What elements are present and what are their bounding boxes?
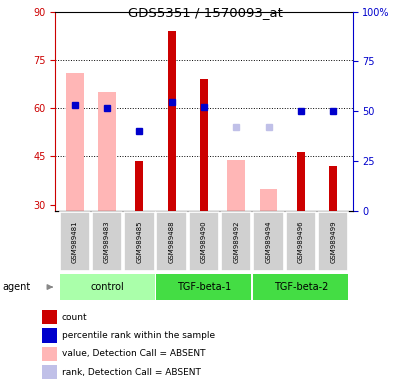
Text: GSM989499: GSM989499 xyxy=(329,220,335,263)
FancyBboxPatch shape xyxy=(156,274,251,300)
Text: GSM989490: GSM989490 xyxy=(200,220,207,263)
Text: GSM989496: GSM989496 xyxy=(297,220,303,263)
FancyBboxPatch shape xyxy=(317,212,348,271)
Bar xyxy=(328,166,337,211)
Text: agent: agent xyxy=(2,282,30,292)
Text: GSM989483: GSM989483 xyxy=(104,220,110,263)
Text: GSM989481: GSM989481 xyxy=(72,220,78,263)
Text: GSM989494: GSM989494 xyxy=(265,221,271,263)
Bar xyxy=(227,160,245,211)
Text: GSM989492: GSM989492 xyxy=(233,221,239,263)
Text: TGF-beta-1: TGF-beta-1 xyxy=(176,282,231,292)
Text: rank, Detection Call = ABSENT: rank, Detection Call = ABSENT xyxy=(62,368,200,377)
Text: GSM989485: GSM989485 xyxy=(136,221,142,263)
Bar xyxy=(259,189,277,211)
Text: TGF-beta-2: TGF-beta-2 xyxy=(273,282,327,292)
FancyBboxPatch shape xyxy=(253,212,283,271)
Bar xyxy=(42,310,57,324)
Bar xyxy=(135,161,143,211)
Bar xyxy=(42,347,57,361)
FancyBboxPatch shape xyxy=(253,274,348,300)
FancyBboxPatch shape xyxy=(124,212,154,271)
Bar xyxy=(98,92,116,211)
Text: GSM989488: GSM989488 xyxy=(168,220,174,263)
Bar xyxy=(200,79,207,211)
Text: count: count xyxy=(62,313,88,321)
FancyBboxPatch shape xyxy=(156,212,187,271)
FancyBboxPatch shape xyxy=(188,212,219,271)
Bar xyxy=(167,31,175,211)
FancyBboxPatch shape xyxy=(92,212,122,271)
FancyBboxPatch shape xyxy=(220,212,251,271)
FancyBboxPatch shape xyxy=(285,212,315,271)
FancyBboxPatch shape xyxy=(59,274,154,300)
FancyBboxPatch shape xyxy=(59,212,90,271)
Bar xyxy=(66,73,83,211)
Text: percentile rank within the sample: percentile rank within the sample xyxy=(62,331,214,340)
Bar xyxy=(42,365,57,379)
Bar xyxy=(296,152,304,211)
Text: value, Detection Call = ABSENT: value, Detection Call = ABSENT xyxy=(62,349,205,358)
Text: GDS5351 / 1570093_at: GDS5351 / 1570093_at xyxy=(127,6,282,19)
Text: control: control xyxy=(90,282,124,292)
Bar xyxy=(42,328,57,343)
